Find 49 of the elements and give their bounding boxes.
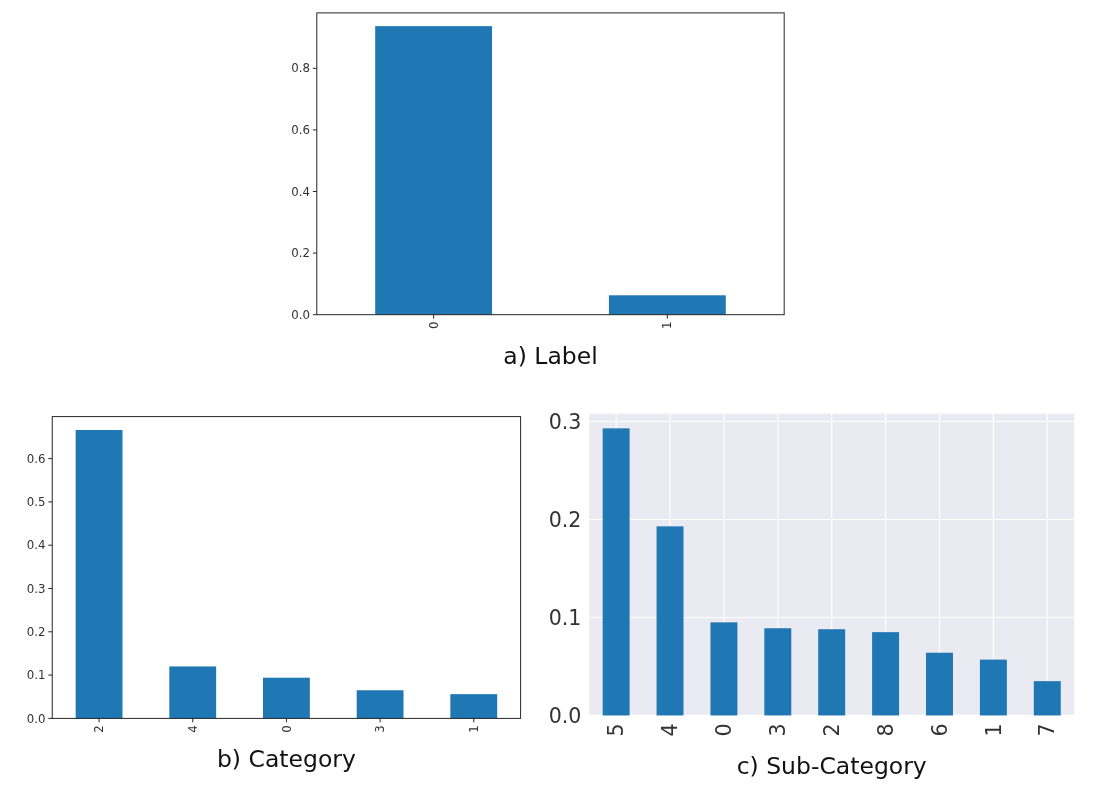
x-axis-title: b) Category [216, 745, 356, 774]
y-tick-label: 0.1 [548, 605, 582, 630]
x-axis-title: a) Label [503, 341, 598, 370]
x-tick-label: 2 [92, 725, 107, 733]
bar [263, 677, 310, 719]
x-tick-label: 1 [466, 725, 481, 733]
x-tick-label: 6 [927, 723, 952, 737]
x-tick-label: 0 [426, 321, 441, 330]
y-tick-label: 0.4 [26, 538, 46, 553]
x-tick-label: 4 [185, 725, 200, 733]
y-tick-label: 0.0 [26, 711, 46, 726]
bar [356, 690, 404, 719]
bar [979, 659, 1007, 716]
x-tick-label: 1 [981, 723, 1006, 737]
x-tick-label: 7 [1035, 723, 1060, 737]
bar [764, 628, 792, 716]
bar [602, 428, 630, 716]
bar [710, 622, 738, 716]
bar [1033, 681, 1061, 716]
y-tick-label: 0.4 [291, 184, 310, 199]
x-axis-title: c) Sub-Category [736, 752, 927, 781]
y-tick-label: 0.3 [26, 581, 46, 596]
y-tick-label: 0.0 [548, 703, 582, 728]
bar [75, 430, 123, 719]
x-tick-label: 3 [766, 723, 791, 737]
y-tick-label: 0.5 [26, 495, 46, 510]
bar [169, 666, 217, 719]
x-tick-label: 0 [279, 725, 294, 733]
x-tick-label: 1 [660, 321, 675, 330]
bar [656, 526, 684, 716]
x-tick-label: 0 [712, 723, 737, 737]
x-tick-label: 2 [819, 723, 844, 737]
x-tick-label: 4 [658, 723, 683, 737]
x-tick-label: 5 [604, 723, 629, 737]
y-tick-label: 0.6 [26, 451, 46, 466]
y-tick-label: 0.2 [548, 507, 582, 532]
y-tick-label: 0.2 [291, 246, 310, 261]
x-tick-label: 8 [873, 723, 898, 737]
y-tick-label: 0.6 [291, 123, 310, 138]
bar [818, 629, 846, 716]
y-tick-label: 0.0 [291, 307, 310, 322]
bar [926, 652, 953, 716]
y-tick-label: 0.2 [26, 624, 46, 639]
y-tick-label: 0.1 [26, 668, 46, 683]
x-tick-label: 3 [373, 725, 388, 733]
bar [872, 632, 900, 716]
y-tick-label: 0.3 [548, 409, 582, 434]
bar [450, 694, 498, 719]
y-tick-label: 0.8 [291, 61, 310, 76]
